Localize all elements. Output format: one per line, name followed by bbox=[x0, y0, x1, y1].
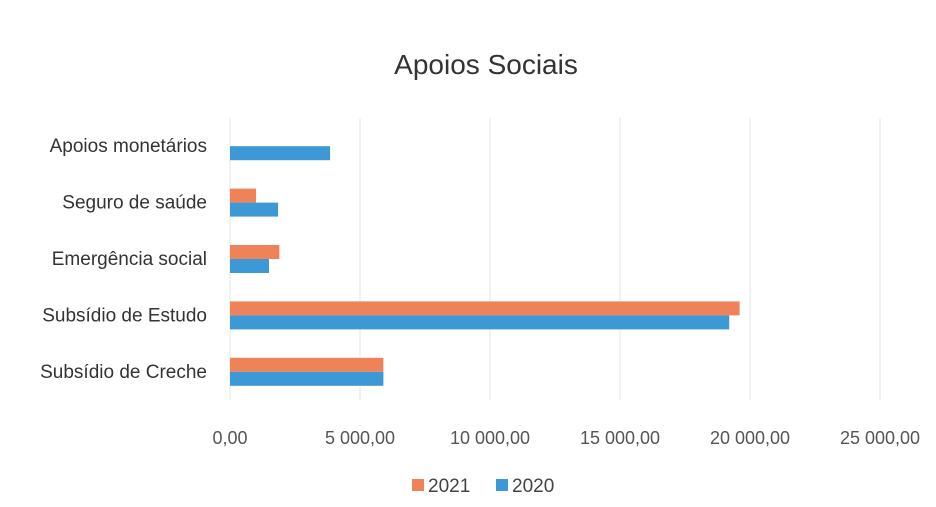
x-tick-label: 25 000,00 bbox=[840, 428, 920, 448]
x-tick-label: 10 000,00 bbox=[450, 428, 530, 448]
category-label: Seguro de saúde bbox=[62, 193, 207, 214]
x-tick-label: 0,00 bbox=[212, 428, 247, 448]
bar-2020 bbox=[230, 202, 279, 217]
legend-label-2021: 2021 bbox=[428, 476, 470, 497]
bar-2020 bbox=[230, 371, 384, 386]
bars bbox=[230, 146, 740, 386]
x-tick-label: 15 000,00 bbox=[580, 428, 660, 448]
bar-2020 bbox=[230, 146, 331, 161]
category-label: Apoios monetários bbox=[50, 136, 207, 157]
bar-2021 bbox=[230, 245, 280, 259]
category-label: Subsídio de Estudo bbox=[42, 305, 207, 326]
bar-2021 bbox=[230, 301, 740, 316]
chart-title: Apoios Sociais bbox=[394, 49, 578, 80]
category-label: Subsídio de Creche bbox=[40, 362, 207, 383]
legend: 2021 2020 bbox=[412, 476, 554, 497]
x-axis-tick-labels: 0,00 5 000,00 10 000,00 15 000,00 20 000,00 2… bbox=[212, 428, 920, 448]
bar-2020 bbox=[230, 315, 730, 330]
grid-lines bbox=[229, 118, 881, 400]
category-labels: Apoios monetários Seguro de saúde Emergênc… bbox=[40, 136, 207, 383]
category-label: Emergência social bbox=[52, 249, 207, 270]
legend-swatch-2020 bbox=[496, 479, 508, 491]
x-tick-label: 20 000,00 bbox=[710, 428, 790, 448]
legend-label-2020: 2020 bbox=[512, 476, 554, 497]
bar-2021 bbox=[230, 357, 384, 372]
bar-2020 bbox=[230, 259, 269, 273]
x-tick-label: 5 000,00 bbox=[325, 428, 395, 448]
legend-swatch-2021 bbox=[412, 479, 424, 491]
bar-2021 bbox=[230, 188, 256, 203]
